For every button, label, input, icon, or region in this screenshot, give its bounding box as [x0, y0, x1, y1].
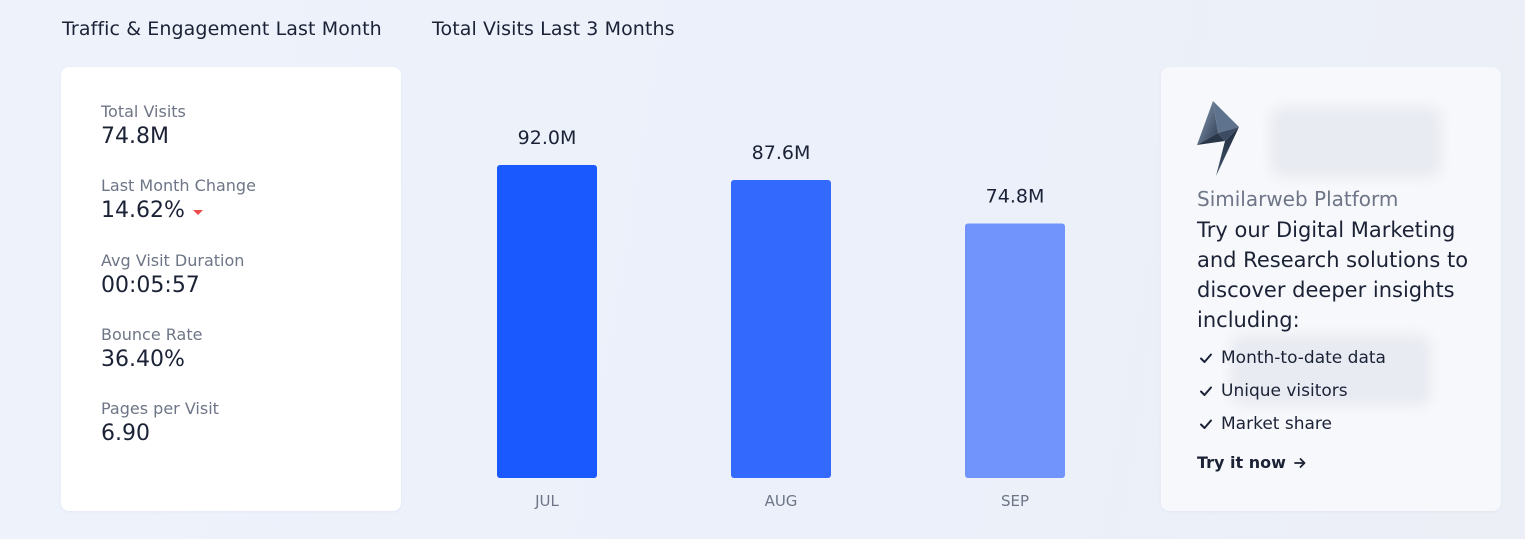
feature-item: Month-to-date data — [1197, 341, 1386, 374]
trend-down-icon — [192, 209, 203, 215]
x-tick-label: AUG — [765, 492, 798, 510]
bar-value-label: 92.0M — [518, 127, 577, 149]
metric-label: Avg Visit Duration — [101, 251, 245, 270]
total-visits-bar-chart: 92.0M JUL 87.6M AUG 74.8M SEP — [497, 127, 1065, 510]
metric-value-text: 36.40% — [101, 347, 185, 372]
metric-last-month-change: Last Month Change 14.62% — [101, 176, 256, 226]
metric-value-text: 74.8M — [101, 124, 169, 149]
metric-label: Bounce Rate — [101, 325, 203, 344]
similarweb-promo-card: Similarweb Platform Try our Digital Mark… — [1161, 67, 1501, 511]
feature-item: Unique visitors — [1197, 374, 1386, 407]
metric-bounce-rate: Bounce Rate 36.40% — [101, 325, 202, 375]
metric-pages-per-visit: Pages per Visit 6.90 — [101, 399, 219, 449]
blurred-background — [1231, 335, 1431, 405]
blurred-background — [1271, 107, 1441, 177]
metric-label: Pages per Visit — [101, 399, 219, 418]
try-it-now-link[interactable]: Try it now — [1197, 453, 1308, 472]
feature-item: Market share — [1197, 407, 1386, 440]
bar-sep[interactable] — [965, 223, 1065, 478]
metric-value-text: 14.62% — [101, 198, 185, 223]
promo-heading: Try our Digital Marketing and Research s… — [1197, 218, 1469, 332]
feature-label: Month-to-date data — [1221, 347, 1386, 368]
metric-value: 00:05:57 — [101, 271, 244, 301]
check-icon — [1200, 386, 1212, 396]
check-icon — [1200, 353, 1212, 363]
feature-label: Market share — [1221, 413, 1332, 434]
metric-value-text: 00:05:57 — [101, 273, 200, 298]
cta-label: Try it now — [1197, 453, 1286, 472]
metric-value: 74.8M — [101, 122, 186, 152]
metric-value: 36.40% — [101, 345, 202, 375]
feature-list: Month-to-date data Unique visitors Marke… — [1197, 341, 1386, 440]
metric-value-text: 6.90 — [101, 421, 150, 446]
bar-jul[interactable] — [497, 165, 597, 478]
metric-avg-visit-duration: Avg Visit Duration 00:05:57 — [101, 251, 244, 301]
traffic-engagement-title: Traffic & Engagement Last Month — [62, 18, 382, 40]
metric-label: Last Month Change — [101, 176, 256, 195]
x-tick-label: SEP — [1001, 492, 1029, 510]
feature-label: Unique visitors — [1221, 380, 1348, 401]
arrow-right-icon — [1294, 457, 1306, 468]
bar-aug[interactable] — [731, 179, 831, 478]
metric-total-visits: Total Visits 74.8M — [101, 102, 186, 152]
total-visits-title: Total Visits Last 3 Months — [432, 18, 675, 40]
bar-value-label: 74.8M — [986, 186, 1045, 208]
metric-value: 6.90 — [101, 419, 219, 449]
similarweb-bolt-icon — [1197, 101, 1239, 176]
traffic-engagement-card: Total Visits 74.8M Last Month Change 14.… — [61, 67, 401, 511]
platform-name: Similarweb Platform — [1197, 187, 1399, 211]
x-tick-label: JUL — [534, 492, 559, 510]
metric-value: 14.62% — [101, 196, 256, 226]
metric-label: Total Visits — [101, 102, 186, 121]
check-icon — [1200, 419, 1212, 429]
bar-value-label: 87.6M — [752, 142, 811, 164]
